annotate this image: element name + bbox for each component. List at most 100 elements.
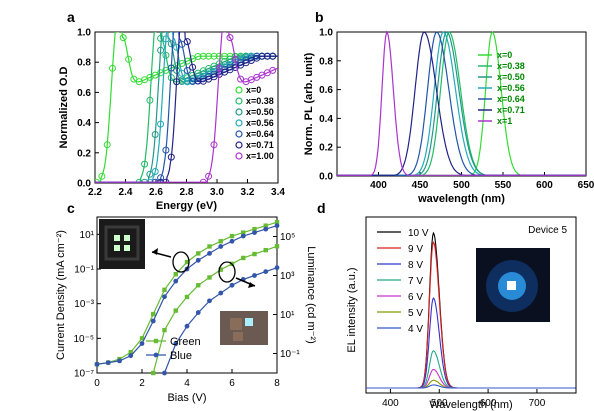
x-tick-label: 2.4 (119, 187, 133, 198)
data-point (226, 34, 234, 42)
data-point (183, 67, 191, 74)
device-pixel (124, 245, 130, 251)
data-point (98, 172, 106, 180)
data-point (116, 32, 120, 33)
x-axis-label: Energy (eV) (156, 200, 217, 212)
y-tick-label: 10⁻³ (74, 299, 94, 310)
panel-letter-a: a (67, 9, 75, 25)
y-tick-label: 10⁻¹ (74, 265, 94, 276)
data-point (103, 141, 111, 149)
x-tick-label: 2.6 (149, 187, 163, 198)
legend-label: x=1.00 (246, 151, 274, 161)
x-tick-label: 2.8 (180, 187, 194, 198)
data-point (139, 336, 145, 341)
y-tick-label: 0.0 (319, 172, 333, 183)
series-line-x=0.64 (337, 31, 586, 176)
panel-b-pl-chart: 400 450 500 550 600 650 0.0 0.2 0.4 0.6 0.8 1.0 wave… (303, 28, 594, 206)
data-point (195, 310, 201, 315)
series-line-4-V (366, 384, 576, 389)
data-point (252, 251, 257, 257)
legend-label: x=0.50 (246, 107, 274, 117)
series-line-6-V (366, 368, 576, 389)
data-point (162, 35, 170, 43)
data-point (229, 238, 235, 244)
legend-label: 10 V (408, 228, 429, 239)
annotation-ellipse (172, 251, 190, 273)
data-point (229, 233, 235, 239)
x-tick-label: 600 (536, 180, 553, 191)
legend-marker (235, 141, 243, 149)
data-point (174, 32, 179, 33)
data-point (252, 273, 257, 278)
data-point (146, 96, 154, 104)
data-point (167, 153, 175, 161)
data-point (167, 40, 175, 48)
data-point (173, 43, 181, 51)
series-line-x=0.38 (337, 31, 586, 176)
legend-label: 4 V (408, 324, 423, 335)
data-point (119, 34, 127, 42)
data-point (269, 66, 277, 74)
data-point (207, 298, 212, 304)
data-point (237, 75, 245, 83)
legend-label: x=0.56 (497, 83, 525, 93)
x-axis-label: wavelength (nm) (417, 193, 505, 205)
series-line-x=1.00 (95, 32, 278, 183)
y-tick-label: 0.4 (319, 114, 333, 125)
data-point (199, 178, 207, 183)
data-point (128, 353, 134, 359)
legend-marker (235, 108, 243, 116)
annotation-arrowhead (152, 248, 158, 255)
data-point (178, 78, 186, 85)
data-point (263, 269, 269, 274)
x-tick-label: 650 (578, 180, 594, 191)
y-tick-label: 0.6 (77, 88, 91, 99)
series-line-x=0.50 (337, 31, 586, 176)
data-point (162, 146, 170, 154)
data-point (274, 223, 280, 229)
data-point (207, 251, 212, 256)
panel-a-absorption-chart: 2.2 2.4 2.6 2.8 3.0 3.2 3.4 0.0 0.2 0.4 0.6 0.8 1.0 E… (58, 28, 285, 213)
data-point (199, 52, 207, 60)
panel-c-jvl-chart: 0 2 4 6 8 10⁻⁷ 10⁻⁵ 10⁻³ 10⁻¹ 10¹ 10⁻¹ 10¹ 10³ 10⁵ Bia… (55, 216, 317, 404)
series-line-x=1 (337, 30, 586, 176)
legend-label: x=0 (497, 50, 512, 60)
device-pixel (124, 235, 130, 241)
data-point (274, 265, 280, 271)
data-point (94, 361, 100, 367)
x-tick-label: 500 (453, 180, 470, 191)
legend-marker (235, 119, 243, 127)
x-tick-label: 8 (274, 378, 280, 389)
x-tick-label: 6 (229, 378, 235, 389)
data-point (207, 244, 212, 249)
x-tick-label: 600 (480, 398, 497, 409)
series-line-5-V (366, 379, 576, 389)
data-point (162, 327, 167, 333)
data-point (218, 239, 223, 244)
y-axis-label: Norm. PL (arb. unit) (303, 52, 315, 155)
data-point (241, 255, 246, 261)
series-line-x=0.71 (337, 31, 586, 176)
legend-label: x=0.71 (497, 105, 525, 115)
data-point (139, 341, 145, 346)
series-line-x=0 (337, 31, 586, 176)
legend-marker (235, 86, 243, 94)
legend-label: x=0.64 (497, 94, 525, 104)
legend-marker (235, 97, 243, 105)
x-tick-label: 500 (431, 398, 448, 409)
data-point (128, 350, 133, 355)
chart-title: Device 5 (528, 225, 567, 236)
data-point (125, 55, 133, 63)
legend-label: 9 V (408, 244, 423, 255)
data-point (151, 311, 156, 317)
data-point (215, 64, 223, 72)
data-point (196, 283, 201, 288)
y-tick-label: 0.4 (77, 118, 91, 129)
device-frame (104, 225, 140, 261)
data-point (263, 223, 268, 228)
data-point (218, 290, 224, 296)
el-pixel (507, 281, 516, 290)
data-point (109, 64, 116, 72)
y-tick-label: 0.0 (77, 179, 91, 190)
y-axis-label: EL intensity (a.u.) (346, 267, 358, 352)
